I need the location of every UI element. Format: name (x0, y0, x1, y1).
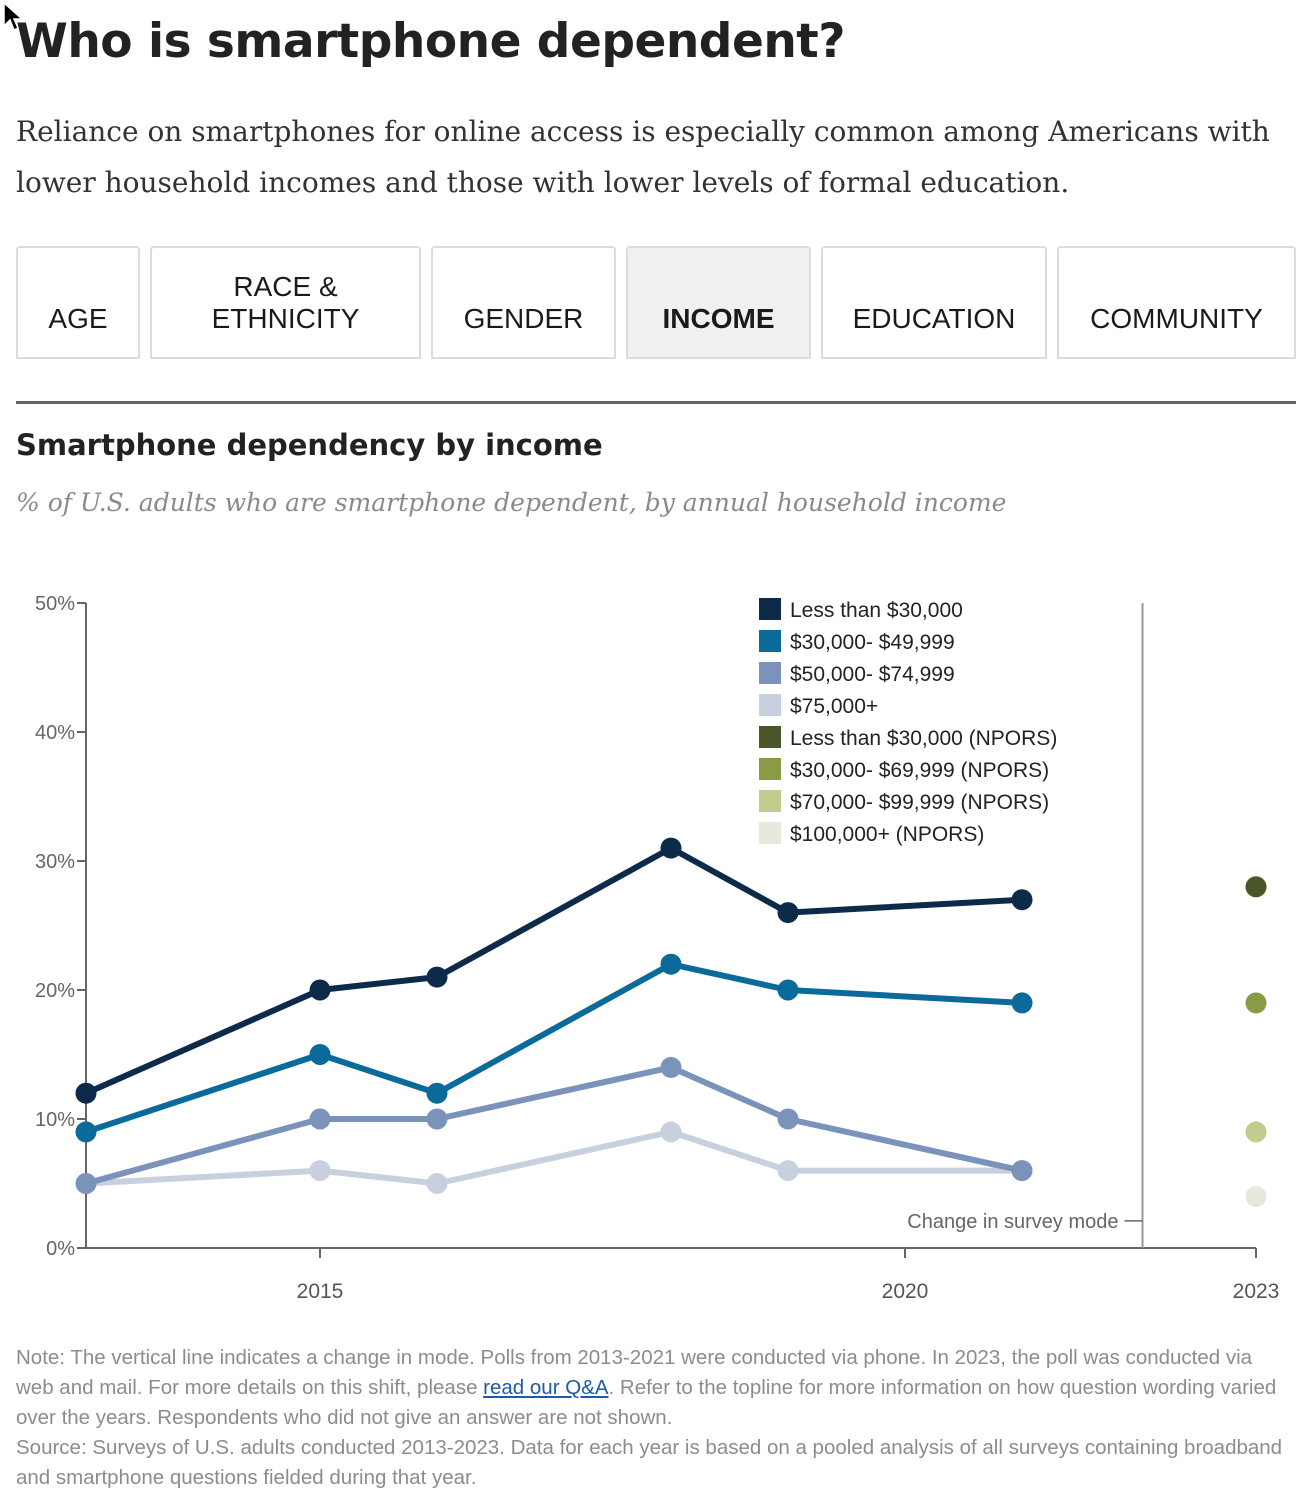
legend-swatch (759, 630, 781, 652)
tab-label: RACE & ETHNICITY (211, 271, 360, 334)
data-point-npors (1245, 876, 1267, 898)
qa-link[interactable]: read our Q&A (483, 1376, 609, 1399)
data-point (426, 966, 448, 988)
data-point-npors (1245, 992, 1267, 1014)
data-point (309, 979, 331, 1001)
note-text: Note: The vertical line indicates a chan… (16, 1343, 1291, 1433)
chart-title: Smartphone dependency by income (16, 428, 603, 462)
legend-swatch (759, 790, 781, 812)
legend-swatch (759, 758, 781, 780)
tab-label: AGE (48, 303, 108, 334)
x-tick-label: 2020 (882, 1280, 929, 1303)
line-chart: 0% 10% 20% 30% 40% 50% 2015 2020 2023 Change in s… (35, 593, 1280, 1303)
data-point-npors (1245, 1185, 1267, 1207)
y-tick-label: 10% (35, 1109, 75, 1131)
data-point (660, 953, 682, 975)
legend-label: $50,000- $74,999 (790, 663, 955, 686)
series-line (83, 961, 1025, 1135)
y-tick-label: 0% (46, 1238, 75, 1260)
x-tick-label: 2015 (297, 1280, 344, 1303)
data-point (75, 1121, 97, 1143)
legend-swatch (759, 662, 781, 684)
mouse-cursor-icon (3, 2, 24, 32)
data-point (1011, 889, 1033, 911)
series-line (83, 845, 1025, 1097)
legend-swatch (759, 822, 781, 844)
page-description: Reliance on smartphones for online acces… (16, 115, 1270, 199)
data-point (426, 1173, 448, 1194)
y-tick-label: 50% (35, 593, 75, 615)
legend-label: $70,000- $99,999 (NPORS) (790, 791, 1049, 814)
tab-education[interactable]: EDUCATION (821, 246, 1047, 359)
y-tick-label: 30% (35, 851, 75, 873)
tab-label: INCOME (662, 303, 775, 334)
tab-race-ethnicity[interactable]: RACE & ETHNICITY (150, 246, 421, 359)
data-point-npors (1245, 1121, 1267, 1143)
legend-label: Less than $30,000 (NPORS) (790, 727, 1057, 750)
x-tick-label: 2023 (1233, 1280, 1280, 1303)
data-point (660, 837, 682, 859)
note-text-part: . Refer to the topline for more informat… (16, 1376, 1277, 1429)
y-tick-label: 40% (35, 722, 75, 744)
data-point (1011, 992, 1033, 1014)
mode-change-label: Change in survey mode (907, 1211, 1118, 1233)
section-divider (16, 401, 1296, 404)
chart-notes: Note: The vertical line indicates a chan… (16, 1343, 1291, 1493)
data-point (660, 1121, 682, 1143)
data-point (777, 902, 799, 924)
legend-label: $30,000- $49,999 (790, 631, 955, 654)
legend-swatch (759, 598, 781, 620)
series-line (83, 1128, 1025, 1187)
tab-age[interactable]: AGE (16, 246, 140, 359)
y-tick-label: 20% (35, 980, 75, 1002)
legend-swatch (759, 726, 781, 748)
legend-label: Less than $30,000 (790, 599, 963, 622)
data-point (309, 1160, 331, 1182)
note-text-part: Note: The vertical line indicates a chan… (16, 1346, 1253, 1399)
data-point (1011, 1160, 1033, 1182)
tab-label: COMMUNITY (1090, 303, 1263, 334)
data-point (777, 1108, 799, 1130)
chart-subtitle: % of U.S. adults who are smartphone depe… (16, 488, 1007, 517)
legend-swatch (759, 694, 781, 716)
legend-label: $100,000+ (NPORS) (790, 823, 984, 846)
tab-community[interactable]: COMMUNITY (1057, 246, 1296, 359)
data-point (426, 1108, 448, 1130)
data-point (309, 1108, 331, 1130)
data-point (426, 1082, 448, 1104)
data-point (660, 1056, 682, 1078)
legend-label: $30,000- $69,999 (NPORS) (790, 759, 1049, 782)
tab-label: GENDER (463, 303, 584, 334)
tab-income[interactable]: INCOME (626, 246, 811, 359)
tab-gender[interactable]: GENDER (431, 246, 616, 359)
page-title: Who is smartphone dependent? (16, 14, 846, 69)
data-point (75, 1082, 97, 1104)
data-point (75, 1173, 97, 1194)
data-point (309, 1044, 331, 1065)
source-text: Source: Surveys of U.S. adults conducted… (16, 1436, 1283, 1489)
series-line (83, 1064, 1025, 1187)
legend-label: $75,000+ (790, 695, 878, 718)
tab-label: EDUCATION (852, 303, 1016, 334)
data-point (777, 1160, 799, 1182)
data-point (777, 979, 799, 1001)
